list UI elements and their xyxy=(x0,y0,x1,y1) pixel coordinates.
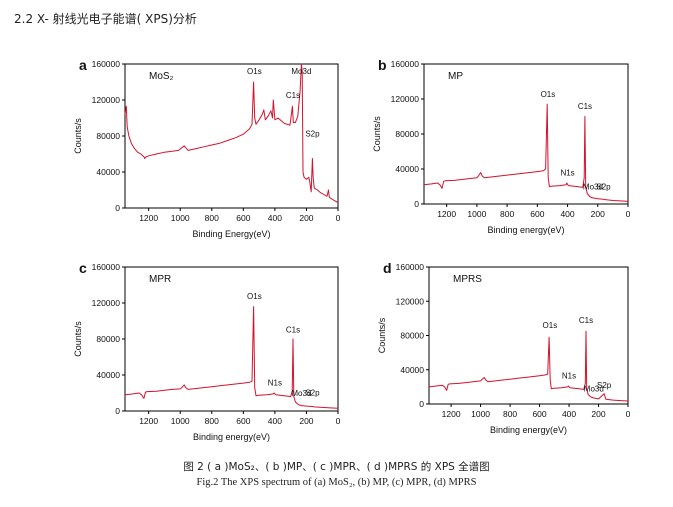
x-axis-label: Binding Energy(eV) xyxy=(192,229,270,239)
spectrum-line xyxy=(428,330,629,402)
sample-title: MP xyxy=(448,71,463,82)
peak-label-c1s: C1s xyxy=(286,91,300,100)
x-axis-label: Binding energy(eV) xyxy=(487,225,564,235)
x-tick-label: 800 xyxy=(500,209,514,219)
peak-label-mo3d: Mo3d xyxy=(291,67,311,76)
x-tick-label: 400 xyxy=(268,416,282,426)
y-tick-label: 0 xyxy=(419,399,424,409)
y-tick-label: 160000 xyxy=(92,262,121,272)
peak-label-n1s: N1s xyxy=(560,169,574,178)
x-tick-label: 600 xyxy=(530,209,544,219)
x-tick-label: 200 xyxy=(299,213,313,223)
y-tick-label: 120000 xyxy=(92,95,121,105)
x-tick-label: 400 xyxy=(560,209,574,219)
x-tick-label: 600 xyxy=(532,409,546,419)
y-tick-label: 120000 xyxy=(391,94,420,104)
peak-label-o1s: O1s xyxy=(247,67,262,76)
y-tick-label: 80000 xyxy=(96,131,120,141)
x-tick-label: 1000 xyxy=(171,213,190,223)
y-tick-label: 40000 xyxy=(400,365,424,375)
x-tick-label: 400 xyxy=(562,409,576,419)
y-tick-label: 80000 xyxy=(96,334,120,344)
y-tick-label: 0 xyxy=(115,406,120,416)
x-axis-label: Binding energy(eV) xyxy=(490,425,567,435)
x-tick-label: 0 xyxy=(336,213,341,223)
x-tick-label: 800 xyxy=(205,416,219,426)
peak-label-s2p: S2p xyxy=(596,183,611,192)
peak-label-s2p: S2p xyxy=(305,130,320,139)
peak-label-o1s: O1s xyxy=(543,321,558,330)
x-tick-label: 200 xyxy=(299,416,313,426)
sample-title: MoS₂ xyxy=(149,71,174,82)
x-tick-label: 0 xyxy=(336,416,341,426)
chart-panel-b: 0 40000 80000 120000 160000 1200 1000 800 600 400… xyxy=(372,57,631,235)
peak-label-c1s: C1s xyxy=(578,102,592,111)
y-tick-label: 160000 xyxy=(391,59,420,69)
x-tick-label: 0 xyxy=(626,409,631,419)
x-tick-label: 800 xyxy=(503,409,517,419)
y-tick-label: 0 xyxy=(414,199,419,209)
peak-label-o1s: O1s xyxy=(247,292,262,301)
y-axis-label: Counts/s xyxy=(372,116,382,152)
spectrum-line xyxy=(124,63,339,204)
figure-caption-english: Fig.2 The XPS spectrum of (a) MoS₂, (b) … xyxy=(196,477,477,488)
x-tick-label: 1000 xyxy=(171,416,190,426)
chart-panel-a: 0 40000 80000 120000 160000 1200 1000 800 600 400… xyxy=(73,57,341,239)
peak-label-c1s: C1s xyxy=(579,316,593,325)
peak-label-s2p: S2p xyxy=(305,388,320,397)
panel-letter: d xyxy=(383,260,392,276)
spectrum-line xyxy=(423,103,629,202)
spectrum-line xyxy=(124,306,339,409)
x-tick-label: 200 xyxy=(591,409,605,419)
panel-letter: c xyxy=(79,260,87,276)
peak-label-o1s: O1s xyxy=(541,90,556,99)
x-tick-label: 1200 xyxy=(139,213,158,223)
y-tick-label: 160000 xyxy=(92,59,121,69)
y-tick-label: 120000 xyxy=(92,298,121,308)
panel-letter: a xyxy=(79,57,87,73)
y-tick-label: 40000 xyxy=(395,164,419,174)
x-tick-label: 1000 xyxy=(471,409,490,419)
x-tick-label: 600 xyxy=(236,213,250,223)
chart-panel-c: 0 40000 80000 120000 160000 1200 1000 800 600 400… xyxy=(73,260,341,442)
peak-label-s2p: S2p xyxy=(597,381,612,390)
y-tick-label: 40000 xyxy=(96,370,120,380)
x-tick-label: 1000 xyxy=(467,209,486,219)
x-tick-label: 600 xyxy=(236,416,250,426)
y-tick-label: 80000 xyxy=(395,129,419,139)
y-tick-label: 40000 xyxy=(96,167,120,177)
y-tick-label: 0 xyxy=(115,203,120,213)
peak-label-c1s: C1s xyxy=(286,325,300,334)
x-tick-label: 400 xyxy=(268,213,282,223)
x-tick-label: 800 xyxy=(205,213,219,223)
y-axis-label: Counts/s xyxy=(73,321,83,357)
y-tick-label: 80000 xyxy=(400,331,424,341)
y-axis-label: Counts/s xyxy=(377,317,387,353)
x-tick-label: 1200 xyxy=(139,416,158,426)
figure-caption-chinese: 图 2 ( a )MoS₂、( b )MP、( c )MPR、( d )MPRS… xyxy=(183,461,490,473)
peak-label-mo3d: Mo3d xyxy=(583,183,603,192)
peak-label-n1s: N1s xyxy=(268,378,282,387)
x-tick-label: 1200 xyxy=(437,209,456,219)
x-tick-label: 0 xyxy=(626,209,631,219)
chart-panel-d: 0 40000 80000 120000 160000 1200 1000 800 600 400… xyxy=(377,260,631,435)
x-tick-label: 200 xyxy=(591,209,605,219)
y-axis-label: Counts/s xyxy=(73,118,83,154)
panel-letter: b xyxy=(378,57,387,73)
y-tick-label: 120000 xyxy=(396,296,425,306)
sample-title: MPR xyxy=(149,274,171,285)
peak-label-mo3d: Mo3d xyxy=(291,389,311,398)
peak-label-n1s: N1s xyxy=(562,372,576,381)
section-heading: 2.2 X- 射线光电子能谱( XPS)分析 xyxy=(14,12,197,26)
x-axis-label: Binding energy(eV) xyxy=(193,432,270,442)
x-tick-label: 1200 xyxy=(442,409,461,419)
peak-label-mo3d: Mo3d xyxy=(584,384,604,393)
y-tick-label: 160000 xyxy=(396,262,425,272)
sample-title: MPRS xyxy=(453,274,482,285)
